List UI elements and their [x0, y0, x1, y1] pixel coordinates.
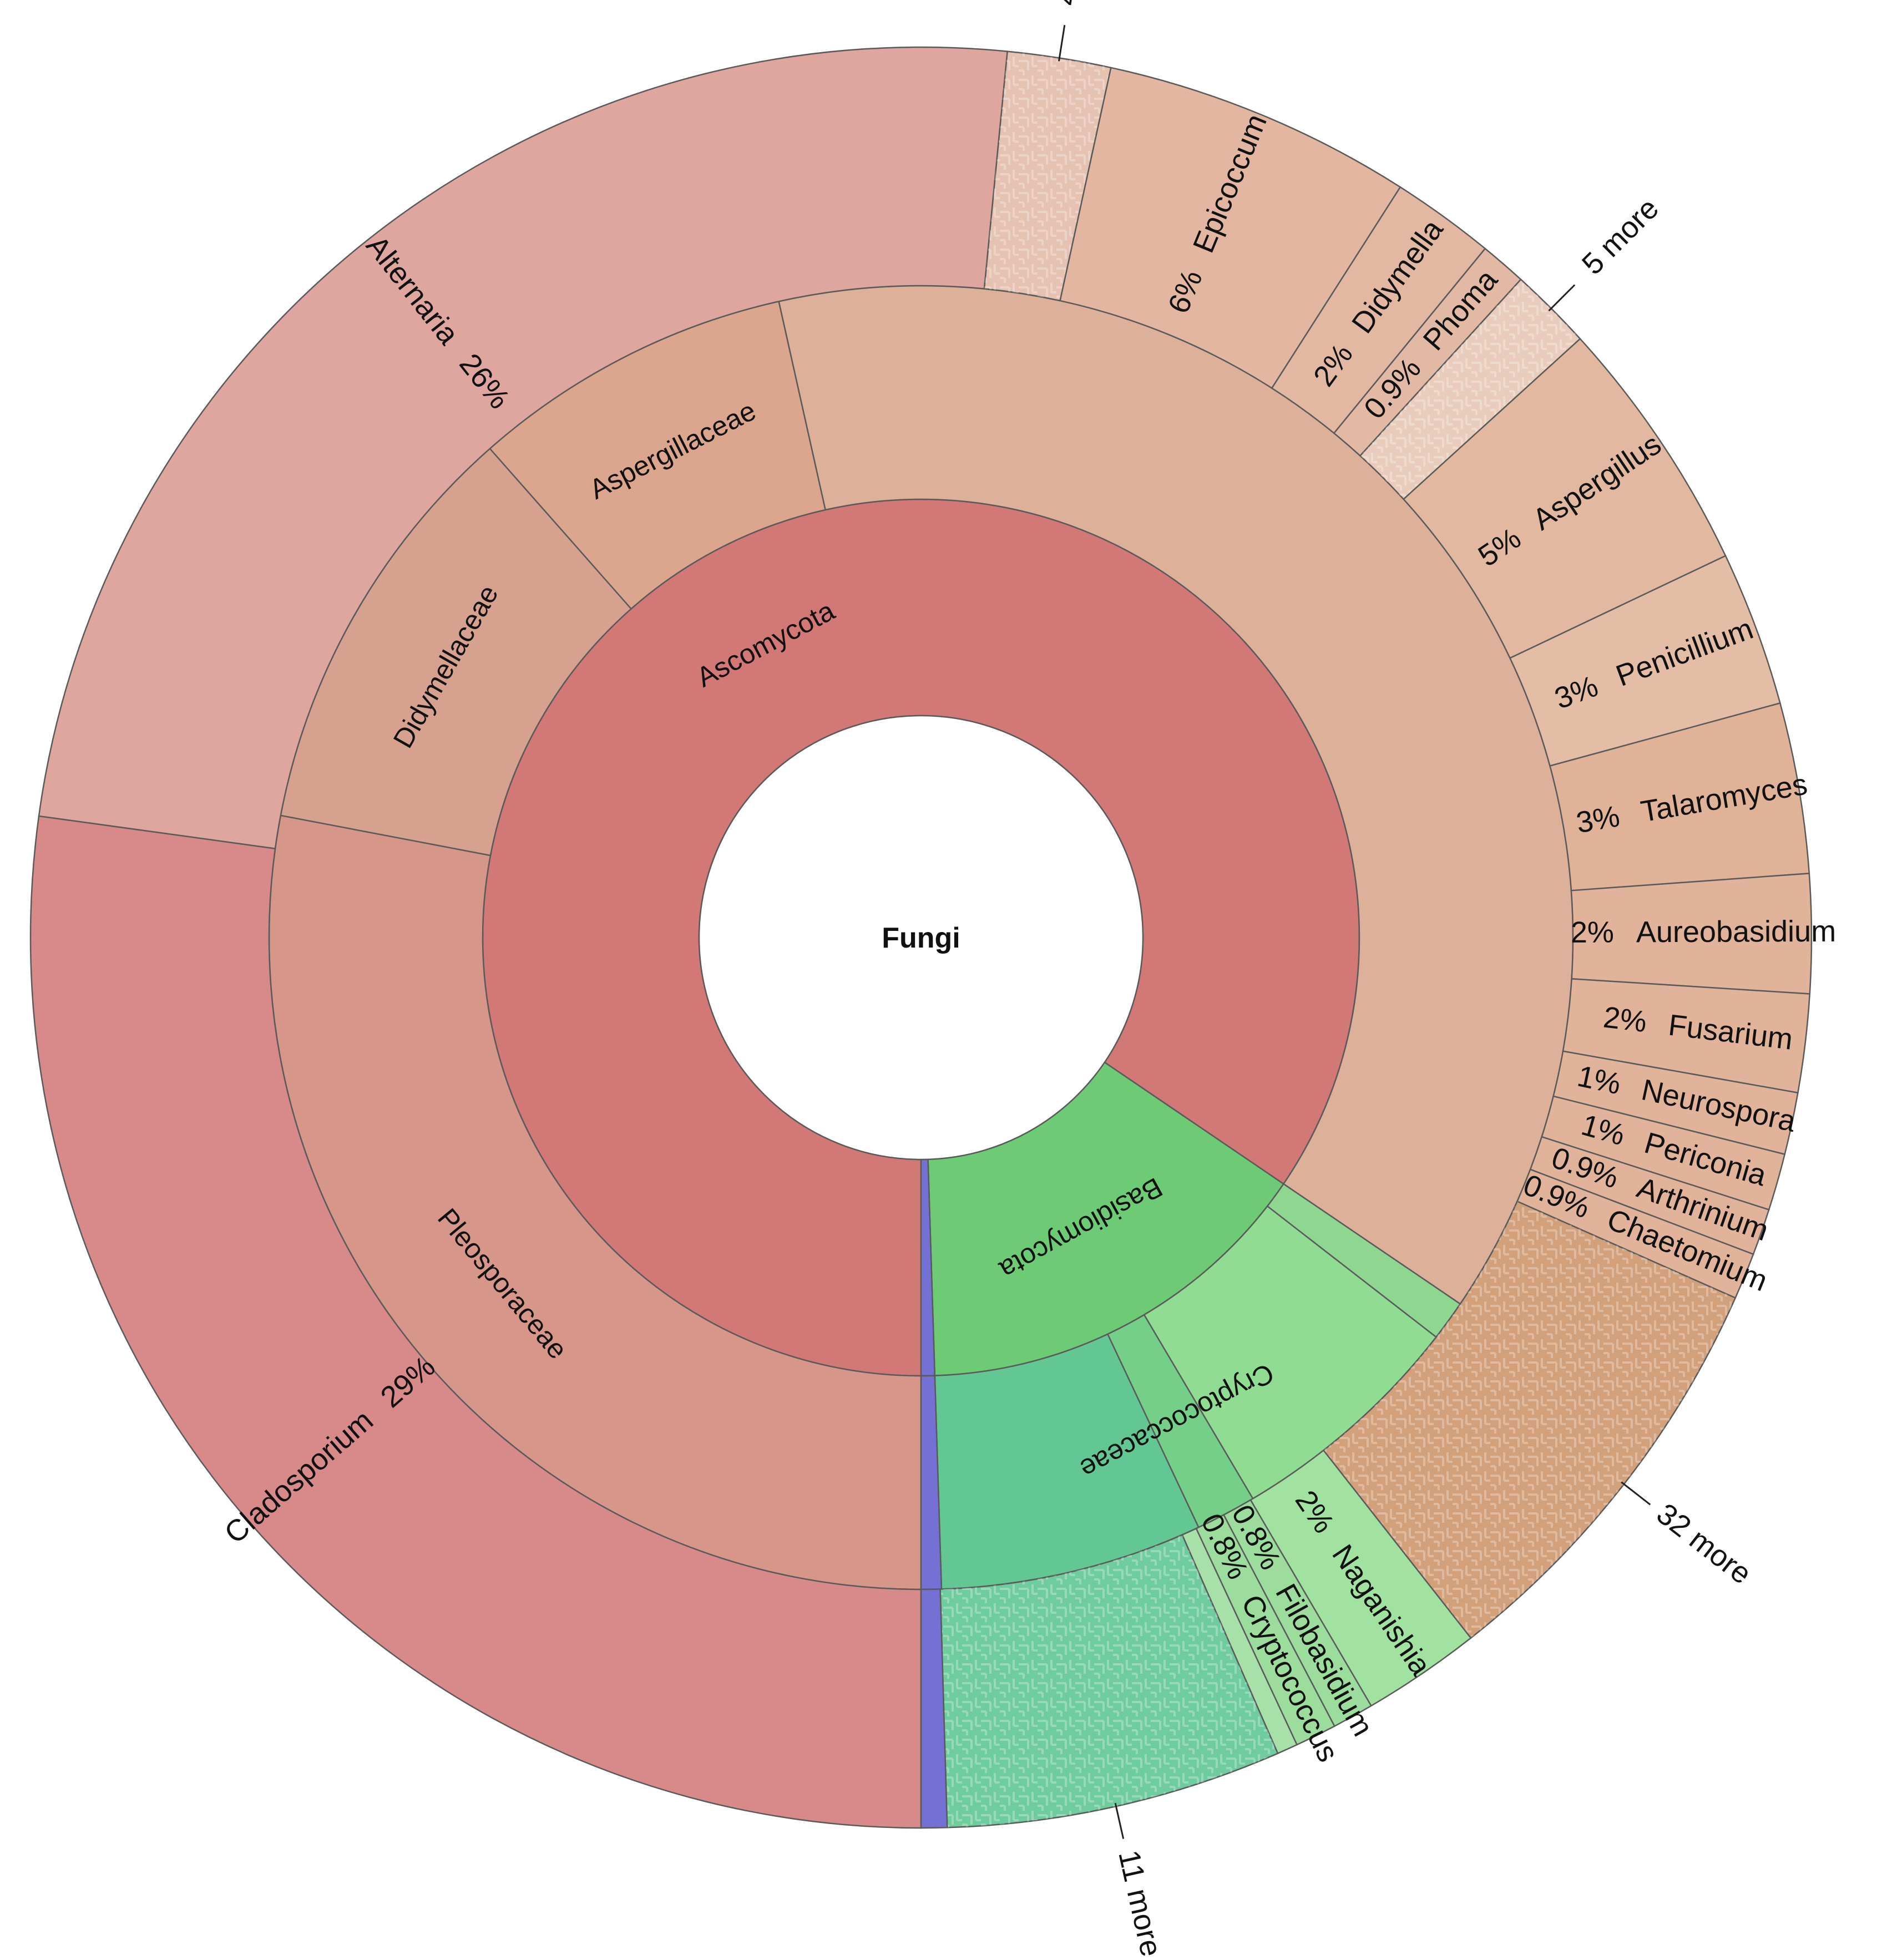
center-circle: [698, 715, 1144, 1161]
genus-segment-hatch-11-more: [940, 1534, 1278, 1828]
rest-leader-line: [1058, 24, 1066, 62]
genus-segment-hatch-4-more: [984, 51, 1111, 301]
genus-label-32-more: 32 more: [1651, 1497, 1758, 1591]
rest-leader-line: [1548, 284, 1576, 312]
genus-label-5-more: 5 more: [1576, 191, 1665, 281]
root-label: Fungi: [882, 922, 960, 954]
genus-segment-unlabeled-22[interactable]: [920, 1588, 948, 1829]
genus-segment-alternaria[interactable]: [38, 46, 1009, 850]
genus-percent: 2%: [1602, 1001, 1649, 1039]
genus-label-4-more: 4 more: [1049, 0, 1096, 8]
rest-leader-line: [1621, 1481, 1651, 1506]
genus-percent: 2%: [1571, 916, 1614, 949]
genus-label-11-more: 11 more: [1112, 1847, 1168, 1960]
genus-segment-hatch-5-more: [1360, 279, 1580, 499]
sunburst-rings: [29, 46, 1813, 1829]
genus-name: Aureobasidium: [1636, 915, 1836, 949]
genus-segment-cladosporium[interactable]: [29, 815, 922, 1829]
genus-segment-hatch-32-more: [1323, 1201, 1736, 1638]
rest-leader-line: [1114, 1802, 1125, 1839]
genus-percent: 3%: [1574, 799, 1622, 839]
genus-label-aureobasidium: 2% Aureobasidium: [1571, 915, 1836, 949]
